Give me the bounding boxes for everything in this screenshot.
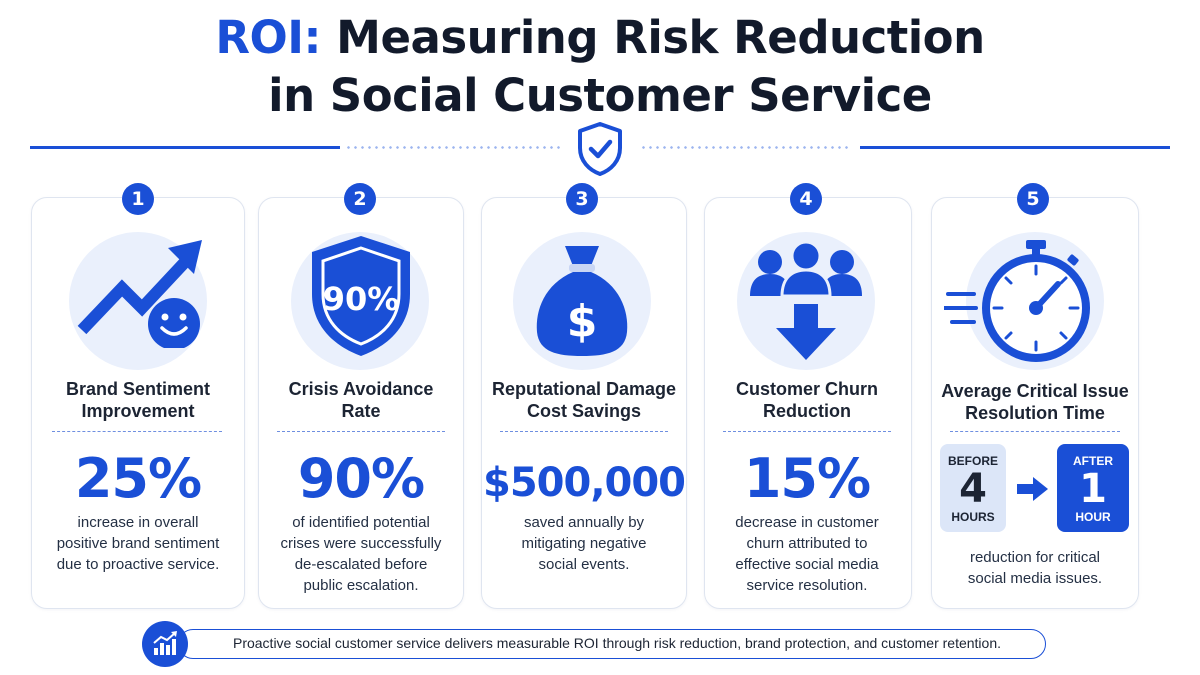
- desc-line-1: reduction for critical: [969, 549, 1101, 566]
- bar-chart-icon: [153, 631, 177, 655]
- page-title-line-1: ROI: Measuring Risk Reduction: [0, 8, 1200, 68]
- card-separator: [277, 431, 445, 432]
- card-description: decrease in customer churn attributed to e…: [707, 512, 907, 596]
- card-stat: $500,000: [482, 460, 686, 506]
- desc-line-1: saved annually by: [523, 514, 645, 531]
- card-label-line-1: Crisis Avoidance: [288, 379, 434, 399]
- divider-dots-right: [640, 146, 850, 149]
- card-number-badge: 4: [790, 183, 822, 215]
- before-label: BEFORE: [947, 454, 998, 468]
- card-separator: [500, 431, 668, 432]
- title-accent: ROI:: [215, 11, 322, 64]
- footer-banner: Proactive social customer service delive…: [178, 629, 1046, 659]
- card-stat: 15%: [743, 447, 871, 510]
- card-number-badge: 3: [566, 183, 598, 215]
- desc-line-4: service resolution.: [746, 577, 868, 594]
- card-stat: 90%: [297, 447, 425, 510]
- card-label-line-1: Reputational Damage: [491, 379, 677, 399]
- after-value: 1: [1079, 466, 1107, 512]
- divider-dots-left: [345, 146, 560, 149]
- money-bag-icon: $: [536, 246, 628, 356]
- card-label: Average Critical Issue Resolution Time: [930, 380, 1140, 424]
- after-label: AFTER: [1073, 454, 1113, 468]
- after-box: AFTER 1 HOUR: [1057, 444, 1129, 532]
- card-label-line-2: Cost Savings: [526, 401, 642, 421]
- desc-line-2: social media issues.: [967, 570, 1103, 587]
- card-label: Brand Sentiment Improvement: [33, 378, 243, 422]
- card-label: Crisis Avoidance Rate: [256, 378, 466, 422]
- before-box: BEFORE 4 HOURS: [940, 444, 1006, 532]
- shield-text: 90%: [323, 280, 400, 318]
- card-label-line-1: Brand Sentiment: [65, 379, 211, 399]
- divider-right: [860, 146, 1170, 149]
- before-value: 4: [959, 466, 987, 512]
- card-separator: [723, 431, 891, 432]
- before-unit: HOURS: [951, 510, 995, 524]
- shield-icon: 90%: [312, 236, 410, 356]
- desc-line-4: public escalation.: [303, 577, 419, 594]
- desc-line-3: due to proactive service.: [56, 556, 220, 573]
- desc-line-1: decrease in customer: [735, 514, 879, 531]
- desc-line-1: of identified potential: [292, 514, 430, 531]
- people-down-arrow-icon: [750, 240, 862, 360]
- card-stat: 25%: [74, 447, 202, 510]
- card-label-line-2: Resolution Time: [965, 403, 1105, 423]
- card-description: reduction for critical social media issue…: [935, 547, 1135, 589]
- footer-icon-circle: [142, 621, 188, 667]
- shield-check-icon: [578, 122, 622, 176]
- desc-line-3: effective social media: [735, 556, 879, 573]
- desc-line-2: mitigating negative: [521, 535, 647, 552]
- card-label-line-1: Average Critical Issue: [941, 381, 1129, 401]
- card-description: increase in overall positive brand sentim…: [38, 512, 238, 575]
- card-label-line-2: Improvement: [81, 401, 195, 421]
- page-title-line-2: in Social Customer Service: [268, 69, 932, 122]
- arrow-right-icon: [1017, 477, 1048, 501]
- trend-up-smile-icon: [77, 240, 202, 348]
- card-description: saved annually by mitigating negative soci…: [484, 512, 684, 575]
- stopwatch-icon: [944, 240, 1090, 362]
- card-label-line-1: Customer Churn: [735, 379, 878, 399]
- desc-line-2: churn attributed to: [746, 535, 868, 552]
- desc-line-2: crises were successfully: [280, 535, 442, 552]
- desc-line-2: positive brand sentiment: [56, 535, 220, 552]
- title-rest: Measuring Risk Reduction: [321, 11, 985, 64]
- card-separator: [950, 431, 1120, 432]
- card-label: Customer Churn Reduction: [702, 378, 912, 422]
- dollar-sign: $: [567, 296, 598, 347]
- desc-line-1: increase in overall: [77, 514, 199, 531]
- card-number-badge: 2: [344, 183, 376, 215]
- card-number-badge: 5: [1017, 183, 1049, 215]
- desc-line-3: social events.: [538, 556, 630, 573]
- card-number-badge: 1: [122, 183, 154, 215]
- card-description: of identified potential crises were succe…: [261, 512, 461, 596]
- after-unit: HOUR: [1075, 510, 1111, 524]
- divider-left: [30, 146, 340, 149]
- card-separator: [52, 431, 222, 432]
- card-label: Reputational Damage Cost Savings: [479, 378, 689, 422]
- card-label-line-2: Reduction: [763, 401, 851, 421]
- card-label-line-2: Rate: [341, 401, 381, 421]
- desc-line-3: de-escalated before: [294, 556, 428, 573]
